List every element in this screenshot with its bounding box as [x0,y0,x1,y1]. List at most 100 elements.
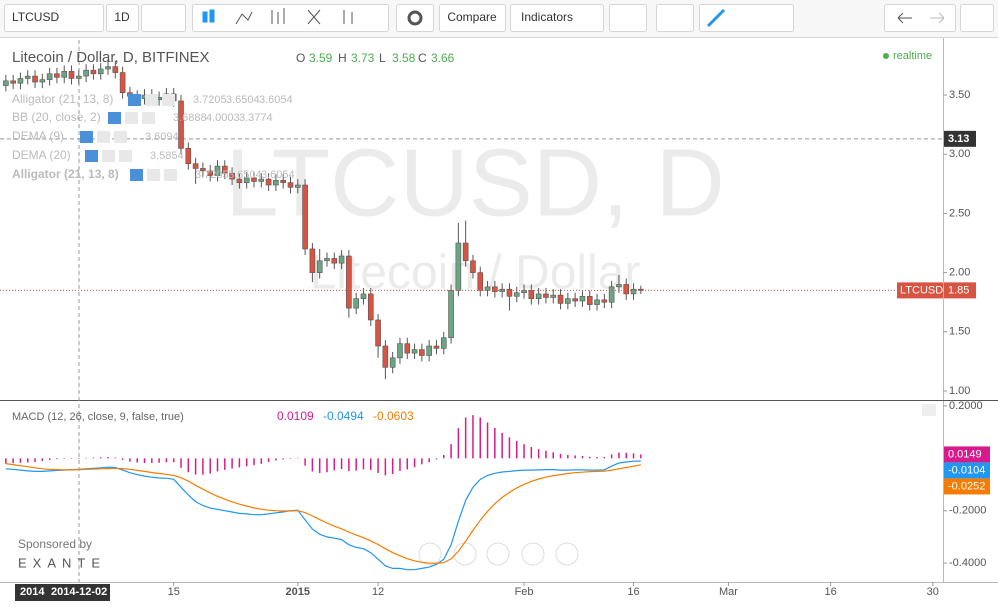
histogram-bar [121,458,124,460]
crosshair-price-tag [944,130,976,147]
pane-maximize[interactable] [922,404,936,416]
candle-body [389,357,396,368]
nav-zoom-out[interactable] [453,542,477,566]
drawing-group[interactable] [699,4,794,32]
settings-button[interactable] [396,4,434,32]
histogram-bar [289,458,292,459]
candle-body [178,100,184,149]
macd-title: MACD (12, 26, close, 9, false, true) [12,411,184,423]
candle-body [506,288,513,297]
indicator-settings [125,112,138,124]
histogram-bar [275,458,277,461]
histogram-bar [362,458,365,470]
indicator-remove [164,169,177,181]
histogram-bar [56,458,58,460]
indicator-value: 3.6054 [261,169,295,181]
crosshair-date-tag [15,584,110,601]
histogram-bar [253,458,255,466]
indicator-name: Alligator (21, 13, 8) [12,167,119,181]
histogram-bar [114,457,117,459]
histogram-bar [12,458,14,464]
candle-body [616,284,622,288]
last-price-tag [944,282,976,299]
candle-body [258,178,265,182]
ohlc-value: 3.59 [309,51,333,65]
histogram-bar [41,458,44,461]
candle-body [572,298,578,302]
alert-button[interactable] [656,4,694,32]
candle-body [528,290,535,299]
candle-body [207,170,214,176]
indicator-name: Alligator (21, 13, 8) [12,92,113,106]
nav-left[interactable] [418,542,442,566]
realtime-dot [883,53,889,59]
histogram-bar [421,458,423,465]
undo-icon [897,12,912,24]
interval-button[interactable] [106,4,139,32]
indicator-value: 3.7205 [195,169,229,181]
nav-reset[interactable] [486,542,510,566]
indicator-name: DEMA (20) [12,148,71,162]
candle-body [316,260,323,273]
histogram-bar [297,457,299,459]
crosshair-year: 2014 [20,586,45,598]
y-tick-label: 3.50 [949,89,970,101]
histogram-bar [457,428,460,459]
histogram-bar [245,458,248,467]
candle-body [455,242,462,291]
histogram-bar [78,458,80,459]
histogram-bar [224,458,226,470]
menu-button[interactable] [141,4,186,32]
sponsor-name: EXANTE [18,555,106,570]
histogram-bar [209,458,211,474]
template-button[interactable] [609,4,647,32]
candle-body [185,148,192,165]
macd-legend-value: 0.0109 [277,409,314,423]
candle-body [39,79,46,83]
histogram-bar [216,458,219,472]
histogram-bar [99,457,102,459]
value-tag-label: -0.0252 [948,480,985,492]
candle-body [397,343,403,359]
nav-zoom-in[interactable] [521,542,545,566]
histogram-bar [260,458,263,464]
histogram-bar [610,454,613,459]
y-tick-label: -0.4000 [949,557,986,569]
candle-body [433,345,440,349]
histogram-bar [581,455,584,459]
ohlc-value: 3.66 [431,51,455,65]
indicator-value: 3.6094 [145,131,179,143]
histogram-bar [516,441,518,459]
candle-body [426,345,432,356]
compare-text: Compare [447,10,497,24]
histogram-bar [172,458,175,463]
fullscreen-button[interactable] [960,4,994,32]
nav-right[interactable] [555,542,579,566]
histogram-bar [348,458,350,472]
candle-body [484,286,491,291]
candle-body [638,288,644,291]
histogram-bar [194,458,197,475]
candle-body [287,182,294,188]
candle-body [411,349,418,354]
compare-button[interactable] [439,4,506,32]
x-tick-label: 15 [168,586,180,598]
candle-body [222,165,228,174]
symbol-tag [897,282,943,299]
histogram-bar [70,458,73,459]
candle-body [535,293,542,299]
symbol-input[interactable] [4,4,104,32]
candle-body [375,319,381,347]
chart-style-group[interactable] [192,4,389,32]
candle-body [251,177,257,182]
histogram-bar [443,454,445,459]
indicators-button[interactable] [510,4,604,32]
undo-redo-group[interactable] [884,4,956,32]
candle-body [565,298,571,304]
candle-body [579,295,586,302]
histogram-bar [143,458,146,464]
indicator-settings [97,131,110,143]
candle-body [280,179,286,183]
candle-body [594,299,600,305]
